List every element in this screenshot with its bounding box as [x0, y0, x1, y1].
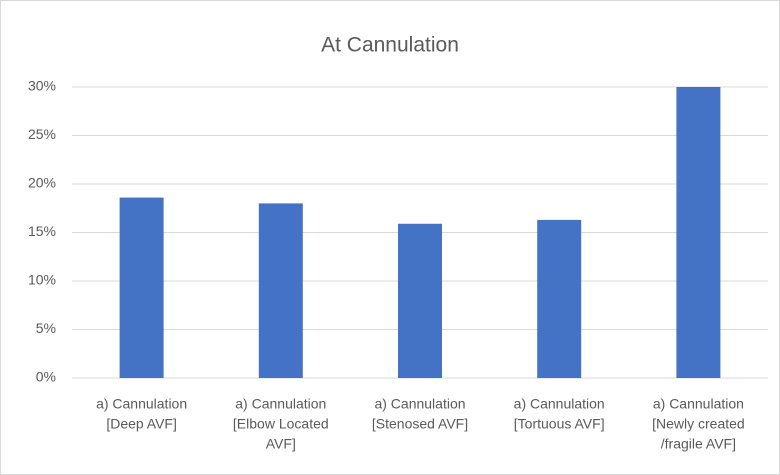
- x-tick-label: a) Cannulation: [653, 396, 744, 412]
- bar: [537, 219, 582, 378]
- x-tick-label: [Tortuous AVF]: [514, 416, 605, 432]
- bar: [119, 197, 164, 378]
- y-tick-label: 25%: [28, 126, 56, 142]
- y-tick-label: 30%: [28, 78, 56, 94]
- y-tick-label: 20%: [28, 175, 56, 191]
- x-tick-label: /fragile AVF]: [661, 436, 736, 452]
- y-tick-label: 5%: [36, 320, 56, 336]
- x-tick-label: [Elbow Located: [233, 416, 329, 432]
- y-tick-label: 0%: [36, 369, 56, 385]
- bar: [258, 203, 303, 378]
- x-tick-label: AVF]: [266, 436, 296, 452]
- x-tick-label: a) Cannulation: [514, 396, 605, 412]
- x-tick-label: a) Cannulation: [374, 396, 465, 412]
- x-tick-label: a) Cannulation: [96, 396, 187, 412]
- y-tick-label: 15%: [28, 223, 56, 239]
- x-tick-label: [Stenosed AVF]: [372, 416, 468, 432]
- chart-title: At Cannulation: [321, 34, 459, 57]
- x-tick-label: [Deep AVF]: [106, 416, 177, 432]
- y-tick-label: 10%: [28, 272, 56, 288]
- x-tick-label: [Newly created: [652, 416, 745, 432]
- bar: [676, 87, 721, 378]
- bar: [398, 223, 442, 378]
- x-tick-label: a) Cannulation: [235, 396, 326, 412]
